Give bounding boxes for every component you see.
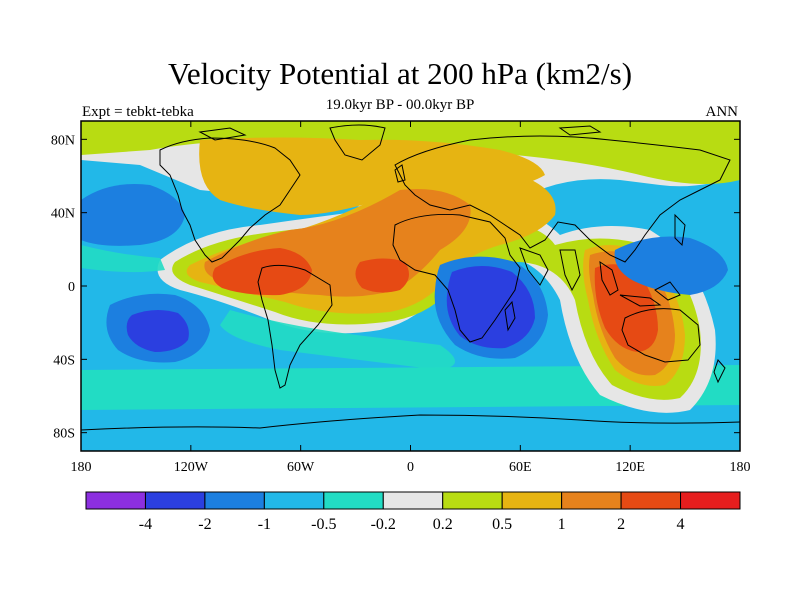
colorbar-level-label: -1 (258, 516, 271, 533)
x-tick-label: 180 (71, 460, 92, 475)
colorbar-swatch (620, 491, 682, 510)
x-tick-label: 180 (730, 460, 751, 475)
colorbar-swatch (323, 491, 384, 510)
colorbar-swatch (501, 491, 563, 510)
x-tick-label: 60E (509, 460, 532, 475)
x-tick-label: 120W (174, 460, 209, 475)
y-tick-label: 80N (51, 133, 75, 148)
colorbar-swatch (561, 491, 622, 510)
colorbar-level-label: 0.2 (433, 516, 453, 533)
experiment-label: Expt = tebkt-tebka (82, 104, 194, 120)
colorbar-swatch (442, 491, 503, 510)
colorbar-level-label: -4 (139, 516, 152, 533)
colorbar-swatch (382, 491, 444, 510)
colorbar-level-label: 0.5 (492, 516, 512, 533)
map-title: Velocity Potential at 200 hPa (km2/s) (167, 56, 633, 91)
y-tick-label: 40S (53, 353, 75, 368)
colorbar-swatch (85, 491, 146, 510)
colorbar: -4 -2 -1 -0.5 -0.2 0.2 0.5 1 2 4 (85, 491, 741, 533)
coastlines (81, 124, 740, 431)
colorbar-level-label: 1 (558, 516, 566, 533)
colorbar-level-label: -0.5 (311, 516, 336, 533)
y-axis: 80N 40N 0 40S 80S (51, 133, 740, 442)
x-tick-label: 60W (287, 460, 315, 475)
colorbar-level-label: -0.2 (371, 516, 396, 533)
season-label: ANN (705, 104, 739, 120)
x-axis: 180 120W 60W 0 60E 120E 180 (71, 121, 751, 475)
y-tick-label: 40N (51, 207, 75, 222)
colorbar-level-label: 2 (617, 516, 625, 533)
x-tick-label: 0 (407, 460, 414, 475)
x-tick-label: 120E (615, 460, 645, 475)
map-subtitle: 19.0kyr BP - 00.0kyr BP (325, 97, 475, 113)
colorbar-swatch (204, 491, 265, 510)
colorbar-level-label: -2 (198, 516, 211, 533)
y-tick-label: 80S (53, 427, 75, 442)
colorbar-swatch (263, 491, 325, 510)
colorbar-swatch (144, 491, 206, 510)
colorbar-level-label: 4 (677, 516, 685, 533)
colorbar-swatch (680, 491, 741, 510)
velocity-potential-field (81, 121, 740, 451)
y-tick-label: 0 (68, 280, 75, 295)
